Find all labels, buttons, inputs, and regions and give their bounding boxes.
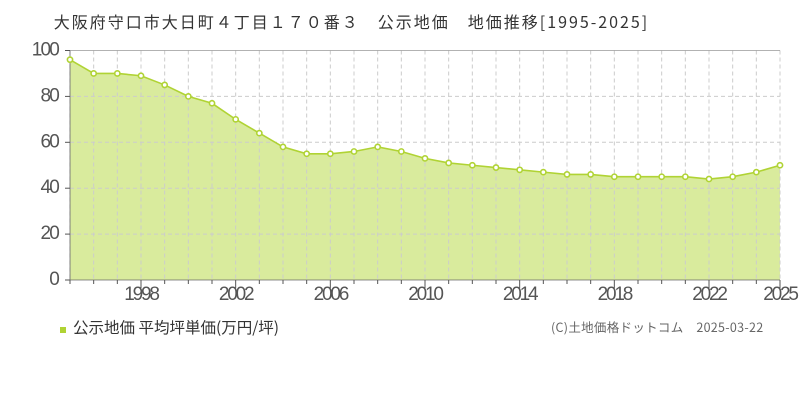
svg-text:2010: 2010 bbox=[408, 284, 443, 305]
svg-text:2022: 2022 bbox=[692, 284, 727, 305]
svg-text:40: 40 bbox=[40, 177, 59, 198]
svg-text:2006: 2006 bbox=[314, 284, 349, 305]
svg-text:2002: 2002 bbox=[219, 284, 254, 305]
svg-text:2025: 2025 bbox=[763, 284, 798, 305]
svg-text:80: 80 bbox=[40, 85, 59, 106]
svg-text:2014: 2014 bbox=[503, 284, 539, 305]
svg-text:2018: 2018 bbox=[598, 284, 633, 305]
svg-text:0: 0 bbox=[49, 269, 59, 290]
svg-text:20: 20 bbox=[40, 223, 59, 244]
svg-text:1998: 1998 bbox=[124, 284, 159, 305]
svg-text:60: 60 bbox=[40, 131, 59, 152]
svg-text:100: 100 bbox=[32, 40, 60, 61]
